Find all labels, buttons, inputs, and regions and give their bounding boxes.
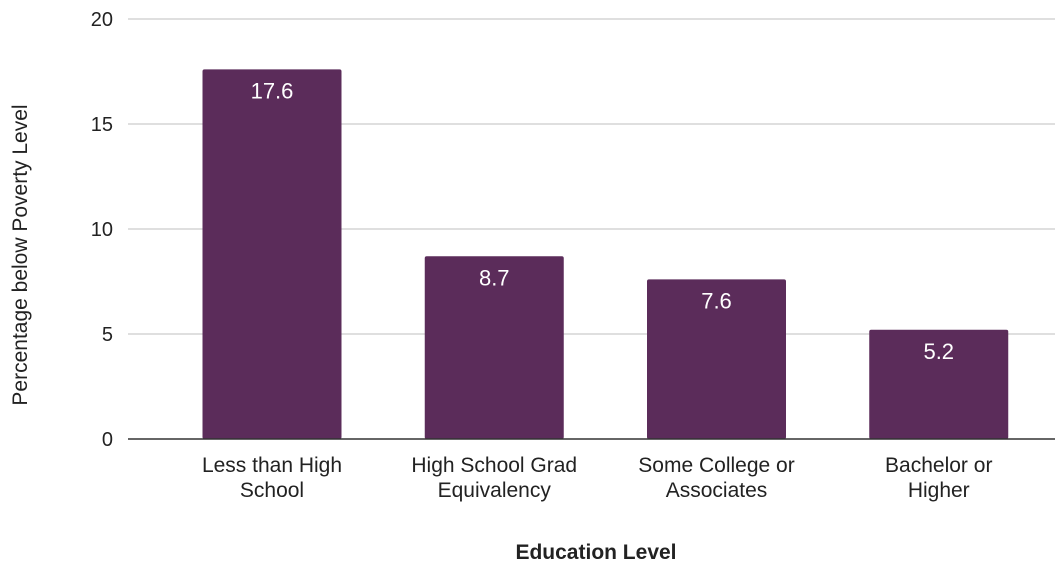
- x-category-label-line: Less than High: [202, 454, 342, 477]
- y-tick-label: 15: [91, 114, 113, 136]
- x-category-label: Bachelor or Higher: [885, 454, 992, 502]
- x-category-label-line: Equivalency: [438, 479, 552, 502]
- x-category-label-line: Higher: [908, 479, 970, 502]
- x-category-label-line: High School Grad: [411, 454, 577, 477]
- x-category-label-line: Some College or: [638, 454, 794, 477]
- bar: [647, 279, 786, 439]
- data-labels: 17.6 8.7 7.6 5.2: [251, 78, 954, 363]
- x-category-label: Some College or Associates: [638, 454, 794, 502]
- bar: [424, 256, 564, 439]
- x-category-label: High School Grad Equivalency: [411, 454, 577, 502]
- y-tick-label: 5: [102, 324, 113, 346]
- bar: [869, 329, 1009, 439]
- y-axis-title: Percentage below Poverty Level: [9, 104, 32, 405]
- y-tick-label: 10: [91, 219, 113, 241]
- y-tick-label: 0: [102, 429, 113, 451]
- data-label: 7.6: [701, 288, 732, 313]
- y-tick-label: 20: [91, 9, 113, 31]
- x-axis-title: Education Level: [515, 541, 676, 564]
- bar: [202, 69, 342, 440]
- x-category-label-line: Bachelor or: [885, 454, 992, 477]
- x-category-label: Less than High School: [202, 454, 342, 502]
- x-category-label-line: School: [240, 479, 304, 502]
- data-label: 17.6: [251, 78, 294, 103]
- data-label: 8.7: [479, 265, 510, 290]
- y-axis-ticks: 0 5 10 15 20: [91, 9, 113, 451]
- x-axis-categories: Less than High School High School Grad Equi…: [202, 454, 992, 502]
- x-category-label-line: Associates: [666, 479, 768, 502]
- bars: [202, 69, 1009, 440]
- data-label: 5.2: [923, 339, 954, 364]
